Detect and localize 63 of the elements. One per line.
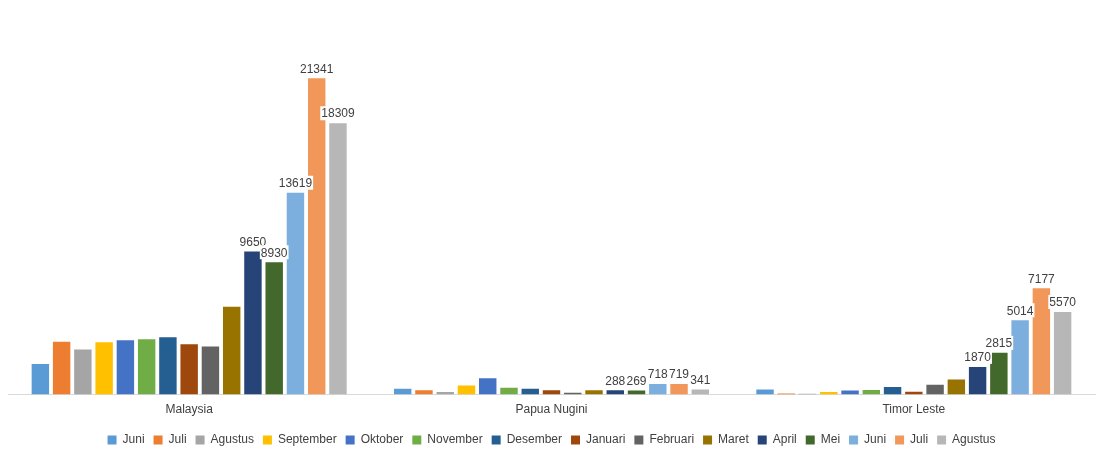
bar	[1053, 312, 1072, 395]
bar	[201, 346, 220, 395]
legend-label: Juni	[864, 432, 887, 447]
bar	[244, 251, 262, 395]
legend-label: Februari	[649, 432, 695, 447]
data-label: 719	[669, 367, 690, 382]
data-label: 5014	[1006, 303, 1034, 318]
x-tick-label: Malaysia	[165, 402, 214, 417]
bar	[500, 387, 518, 395]
bar	[1011, 320, 1029, 395]
bar	[329, 123, 347, 395]
bar	[606, 390, 624, 395]
legend-label: Juli	[910, 432, 929, 447]
bar	[222, 306, 241, 395]
data-label: 8930	[260, 245, 288, 260]
data-label: 1870	[964, 350, 992, 365]
legend-label: Agustus	[952, 432, 996, 447]
bar	[457, 385, 476, 395]
bar	[585, 390, 603, 395]
bar	[670, 383, 688, 395]
legend-label: April	[772, 432, 797, 447]
bar	[968, 366, 987, 395]
data-label: 18309	[321, 106, 355, 121]
legend-label: Mei	[820, 432, 841, 447]
legend-label: November	[427, 432, 483, 447]
bar	[74, 349, 92, 395]
bar	[116, 340, 135, 395]
legend-label: Oktober	[360, 432, 404, 447]
bar	[265, 262, 283, 395]
data-label: 718	[647, 367, 669, 382]
bar	[95, 342, 113, 395]
legend-label: Agustus	[210, 432, 254, 447]
bar	[1032, 288, 1051, 395]
data-label: 341	[690, 372, 711, 387]
x-tick-label: Papua Nugini	[515, 402, 588, 417]
data-label: 269	[626, 373, 647, 388]
data-label: 13619	[278, 176, 313, 191]
legend-label: Januari	[586, 432, 626, 447]
bar	[479, 378, 497, 395]
bar	[31, 364, 50, 395]
bar	[542, 390, 561, 395]
data-label: 288	[605, 373, 626, 388]
legend-label: Maret	[718, 432, 750, 447]
bar	[756, 389, 774, 395]
data-label: 5570	[1049, 295, 1077, 310]
data-label: 2815	[985, 336, 1013, 351]
bar	[649, 383, 667, 395]
bar	[990, 352, 1008, 395]
bar	[286, 192, 305, 395]
bar	[415, 390, 433, 395]
bar	[926, 384, 944, 395]
x-tick-label: Timor Leste	[882, 402, 946, 417]
bar	[180, 344, 198, 395]
legend-label: Juli	[168, 432, 187, 447]
data-label: 7177	[1028, 271, 1056, 286]
bar	[159, 337, 177, 395]
data-label: 21341	[300, 61, 334, 76]
legend-label: Juni	[122, 432, 145, 447]
legend-label: Desember	[506, 432, 563, 447]
bar	[947, 379, 966, 395]
bar	[52, 341, 71, 395]
legend-label: September	[277, 432, 337, 447]
bar	[137, 339, 156, 395]
